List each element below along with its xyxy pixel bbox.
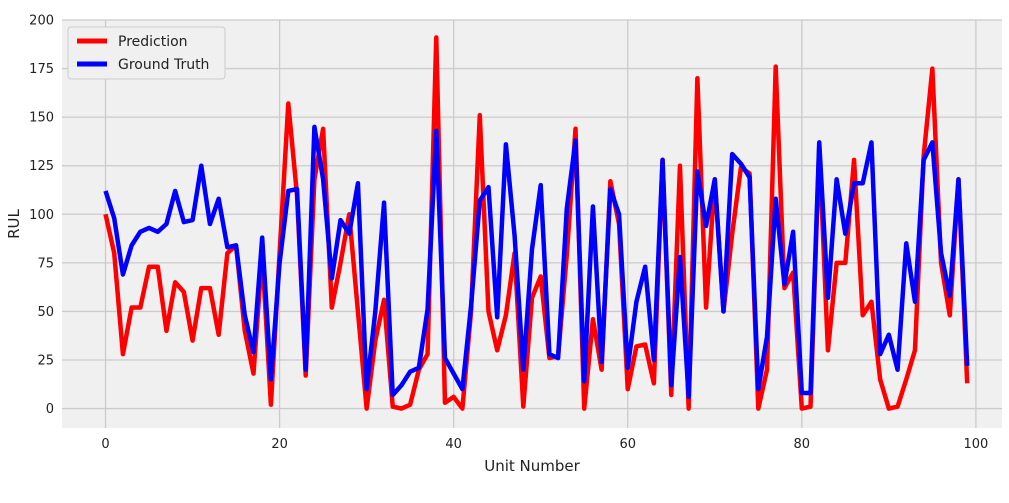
x-tick-label: 0 xyxy=(101,437,109,452)
legend-box xyxy=(67,26,226,80)
legend: Prediction Ground Truth xyxy=(67,26,226,80)
x-tick-label: 80 xyxy=(794,437,811,452)
x-tick-label: 60 xyxy=(619,437,636,452)
legend-label: Ground Truth xyxy=(118,57,209,73)
y-axis-label: RUL xyxy=(5,208,23,238)
series-lines xyxy=(103,35,970,411)
y-tick-label: 125 xyxy=(29,159,54,174)
x-tick-label: 20 xyxy=(271,437,288,452)
x-tick-label: 100 xyxy=(963,437,988,452)
y-tick-label: 175 xyxy=(29,62,54,77)
y-tick-label: 100 xyxy=(29,208,54,223)
x-tick-label: 40 xyxy=(445,437,462,452)
y-tick-label: 200 xyxy=(29,14,54,29)
plot-background xyxy=(62,20,1002,428)
x-axis-label: Unit Number xyxy=(484,457,580,475)
y-tick-label: 25 xyxy=(37,354,54,369)
y-tick-label: 150 xyxy=(29,111,54,126)
y-tick-label: 0 xyxy=(46,402,54,417)
y-tick-label: 75 xyxy=(37,256,54,271)
series-line-ground-truth xyxy=(103,124,970,400)
tick-labels: 0 25 50 75 100 125 150 175 200 0 20 40 60 80 100 xyxy=(29,14,988,453)
legend-label: Prediction xyxy=(118,34,188,50)
y-tick-label: 50 xyxy=(37,305,54,320)
